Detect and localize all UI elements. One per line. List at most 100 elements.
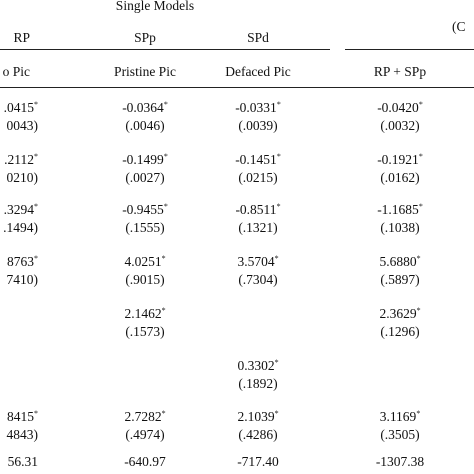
coef: 2.3629* [379, 306, 420, 322]
coef-value: -0.1451 [235, 152, 277, 167]
subcolumn-header: o Pic [2, 64, 30, 79]
std-error: (.1573) [125, 324, 165, 339]
significance: * [274, 358, 279, 367]
coef: 3.5704* [237, 254, 278, 270]
significance: * [274, 254, 279, 263]
coef: -0.0331* [235, 100, 281, 116]
std-error: 4843) [6, 427, 39, 442]
significance: * [418, 152, 423, 161]
std-error: (.4974) [125, 427, 165, 442]
column-header: RP [13, 30, 30, 45]
significance: * [161, 409, 166, 418]
coef-value: 2.3629 [379, 306, 417, 321]
rule [0, 49, 330, 50]
significance: * [163, 100, 168, 109]
coef: -0.1921* [377, 152, 423, 168]
group-header: Single Models [115, 0, 195, 13]
std-error: 7410) [6, 272, 39, 287]
coef-value: 3.5704 [237, 254, 275, 269]
coef-value: 4.0251 [124, 254, 162, 269]
cut-header: (C [452, 19, 466, 34]
coef-value: 5.6880 [379, 254, 417, 269]
coef-value: 8763 [7, 254, 34, 269]
coef-value: -1307.38 [375, 454, 425, 469]
coef-value: .3294 [3, 202, 34, 217]
coef: -1307.38 [376, 454, 424, 470]
coef-value: 3.1169 [379, 409, 417, 424]
std-error: (.0027) [125, 170, 165, 185]
subcolumn-header: Pristine Pic [114, 64, 176, 79]
std-error: 0043) [6, 118, 39, 133]
std-error: (.9015) [125, 272, 165, 287]
coef-value: 2.1039 [237, 409, 275, 424]
coef: -640.97 [124, 454, 166, 470]
coef: .0415* [4, 100, 38, 116]
significance: * [416, 306, 421, 315]
significance: * [34, 254, 38, 263]
coef-value: .2112 [4, 152, 34, 167]
coef: -0.9455* [122, 202, 168, 218]
coef: 8763* [7, 254, 38, 270]
significance: * [276, 202, 281, 211]
coef: 8415* [7, 409, 38, 425]
significance: * [34, 202, 38, 211]
std-error: (.1555) [125, 220, 165, 235]
significance: * [163, 202, 168, 211]
coef-value: -0.0364 [122, 100, 164, 115]
significance: * [161, 254, 166, 263]
coef: .3294* [4, 202, 38, 218]
significance: * [416, 254, 421, 263]
std-error: (.0215) [238, 170, 278, 185]
std-error: (.5897) [380, 272, 420, 287]
std-error: (.0032) [380, 118, 420, 133]
significance: * [418, 100, 423, 109]
coef-value: -717.40 [237, 454, 279, 469]
coef-value: -0.1921 [377, 152, 419, 167]
coef-value: 56.31 [7, 454, 38, 469]
coef-value: -0.1499 [122, 152, 164, 167]
std-error: (.0039) [238, 118, 278, 133]
std-error: .1494) [3, 220, 38, 235]
coef-value: -0.0420 [377, 100, 419, 115]
coef-value: -0.9455 [122, 202, 164, 217]
std-error: (.1296) [380, 324, 420, 339]
significance: * [274, 409, 279, 418]
coef: 5.6880* [379, 254, 420, 270]
coef: -717.40 [237, 454, 279, 470]
significance: * [418, 202, 423, 211]
coef-value: 0.3302 [237, 358, 275, 373]
significance: * [34, 152, 38, 161]
coef-value: -0.0331 [235, 100, 277, 115]
rule [345, 49, 474, 50]
significance: * [34, 409, 38, 418]
coef: -1.1685* [377, 202, 423, 218]
significance: * [34, 100, 38, 109]
std-error: (.0046) [125, 118, 165, 133]
coef-value: 2.1462 [124, 306, 162, 321]
std-error: 0210) [6, 170, 39, 185]
std-error: (.3505) [380, 427, 420, 442]
std-error: (.0162) [380, 170, 420, 185]
coef: 56.31 [8, 454, 38, 470]
coef-value: -0.8511 [235, 202, 277, 217]
column-header: SPd [247, 30, 269, 45]
std-error: (.1892) [238, 376, 278, 391]
significance: * [163, 152, 168, 161]
coef-value: -1.1685 [377, 202, 419, 217]
std-error: (.7304) [238, 272, 278, 287]
coef-value: 2.7282 [124, 409, 162, 424]
coef: -0.0364* [122, 100, 168, 116]
rule [0, 87, 474, 88]
coef: -0.8511* [235, 202, 280, 218]
coef: 4.0251* [124, 254, 165, 270]
coef: 2.7282* [124, 409, 165, 425]
coef: -0.1499* [122, 152, 168, 168]
subcolumn-header: Defaced Pic [225, 64, 291, 79]
coef: 0.3302* [237, 358, 278, 374]
coef: 2.1039* [237, 409, 278, 425]
coef-value: .0415 [3, 100, 34, 115]
std-error: (.1038) [380, 220, 420, 235]
coef: 2.1462* [124, 306, 165, 322]
significance: * [276, 152, 281, 161]
coef-value: -640.97 [124, 454, 166, 469]
